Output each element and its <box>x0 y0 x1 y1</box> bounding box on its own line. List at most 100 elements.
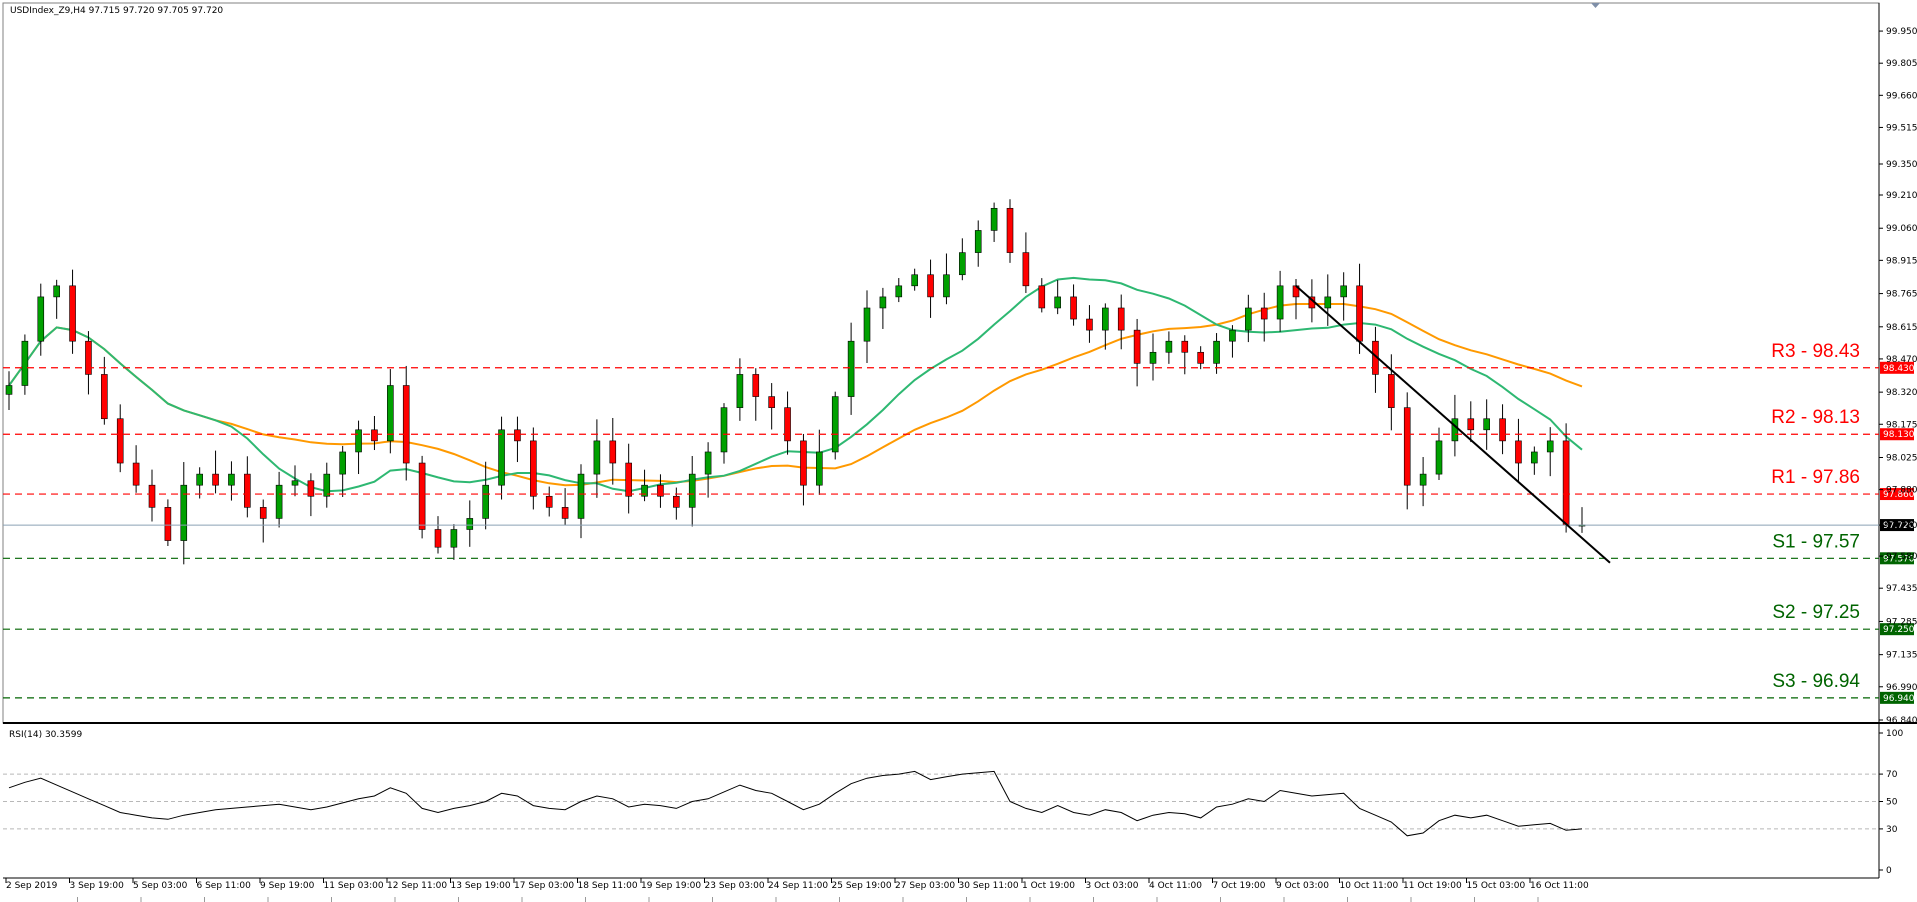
trendline <box>1295 285 1611 564</box>
candle-up <box>1054 296 1061 309</box>
candle-down <box>1133 329 1141 364</box>
candle-up <box>879 296 887 309</box>
candle-down <box>434 529 442 548</box>
ma-green-line <box>8 276 1583 493</box>
candle-down <box>1022 252 1030 287</box>
candle-down <box>784 407 791 442</box>
candle-down <box>1467 418 1475 431</box>
time-tick-label: 16 Oct 11:00 <box>1530 881 1589 891</box>
candle-up <box>37 296 45 342</box>
level-badge <box>1880 361 1914 374</box>
level-badge-label: 97.570 <box>1883 554 1915 564</box>
candle-up <box>943 274 950 298</box>
price-tick-label: 99.515 <box>1886 123 1917 133</box>
candle-up <box>736 374 744 408</box>
time-tick-label: 23 Sep 03:00 <box>705 881 765 891</box>
rsi-tick-label: 0 <box>1886 866 1892 876</box>
candle-down <box>1181 340 1189 353</box>
candle-up <box>498 429 505 486</box>
candle-up <box>1419 473 1427 486</box>
candle-up <box>1451 418 1459 442</box>
rsi-line <box>8 770 1583 837</box>
price-tick-label: 99.350 <box>1886 160 1917 170</box>
candle-up <box>577 473 585 519</box>
candle-down <box>1117 307 1125 331</box>
symbol-info: USDIndex_Z9,H4 97.715 97.720 97.705 97.7… <box>10 6 223 16</box>
candle-up <box>339 451 346 475</box>
time-tick-label: 9 Oct 03:00 <box>1276 881 1329 891</box>
candle-down <box>371 429 378 442</box>
price-tick-label: 99.950 <box>1886 27 1917 37</box>
time-tick-label: 4 Oct 11:00 <box>1149 881 1202 891</box>
time-tick-label: 11 Oct 19:00 <box>1403 881 1462 891</box>
price-tick-label: 96.840 <box>1886 716 1917 726</box>
rsi-panel: 100 70 50 30 0 <box>3 729 1903 876</box>
price-tick-label: 97.435 <box>1886 584 1917 594</box>
moving-averages <box>8 276 1583 493</box>
level-badge-label: 98.430 <box>1883 364 1915 374</box>
candle-up <box>228 473 235 486</box>
candle-up <box>1483 418 1490 431</box>
candle-down <box>1562 440 1570 526</box>
candle-up <box>911 274 918 287</box>
candle-up <box>275 484 283 519</box>
level-badge <box>1880 552 1914 565</box>
support-resistance-levels: 97.720 R3 - 98.43 98.430 R2 - 98.13 98.130 R1… <box>3 341 1915 704</box>
candle-down <box>673 495 680 508</box>
price-tick-label: 96.990 <box>1886 683 1917 693</box>
candle-down <box>212 473 219 486</box>
candle-up <box>1245 307 1252 331</box>
candle-down <box>69 285 76 342</box>
candle-up <box>959 252 966 276</box>
price-tick-label: 98.615 <box>1886 323 1917 333</box>
candle-up <box>21 340 29 386</box>
candle-down <box>1515 440 1522 464</box>
candle-down <box>514 429 521 442</box>
rsi-tick-label: 30 <box>1886 825 1898 835</box>
candle-up <box>466 518 474 530</box>
candle-up <box>482 484 489 519</box>
time-tick-label: 19 Sep 19:00 <box>641 881 701 891</box>
price-tick-label: 99.660 <box>1886 91 1917 101</box>
candle-up <box>720 407 728 453</box>
price-tick-label: 98.320 <box>1886 388 1917 398</box>
candle-up <box>990 207 998 231</box>
level-label: S1 - 97.57 <box>1772 531 1860 552</box>
level-badge-label: 96.940 <box>1883 694 1915 704</box>
price-tick-label: 97.720 <box>1886 521 1917 531</box>
time-tick-label: 2 Sep 2019 <box>6 881 58 891</box>
candle-down <box>561 507 569 519</box>
candle-down <box>132 462 140 486</box>
current-price-label: 97.720 <box>1883 521 1915 531</box>
candle-down <box>1006 207 1014 253</box>
candle-down <box>164 507 172 541</box>
candle-up <box>180 484 188 541</box>
level-badge <box>1880 488 1914 501</box>
candle-up <box>1435 440 1443 475</box>
candle-up <box>847 340 855 397</box>
candle-down <box>1260 307 1268 320</box>
candle-up <box>974 230 982 253</box>
level-label: R2 - 98.13 <box>1771 407 1860 428</box>
candle-down <box>1499 418 1506 442</box>
candle-down <box>1197 351 1204 364</box>
time-tick-label: 15 Oct 03:00 <box>1467 881 1526 891</box>
candle-down <box>259 507 267 519</box>
price-tick-label: 99.210 <box>1886 191 1917 201</box>
candle-down <box>1070 296 1077 320</box>
ma-orange-line <box>8 303 1583 487</box>
candle-up <box>593 440 601 475</box>
candle-up <box>291 480 299 486</box>
price-tick-label: 97.285 <box>1886 617 1917 627</box>
price-tick-label: 99.060 <box>1886 224 1917 234</box>
candle-up <box>688 473 696 508</box>
candle-down <box>545 495 553 508</box>
time-tick-label: 11 Sep 03:00 <box>324 881 384 891</box>
time-tick-label: 7 Oct 19:00 <box>1213 881 1266 891</box>
price-tick-label: 98.175 <box>1886 420 1917 430</box>
price-tick-label: 97.880 <box>1886 486 1917 496</box>
candle-down <box>148 484 156 508</box>
shift-marker-icon[interactable] <box>1591 3 1600 8</box>
price-tick-label: 97.580 <box>1886 552 1917 562</box>
